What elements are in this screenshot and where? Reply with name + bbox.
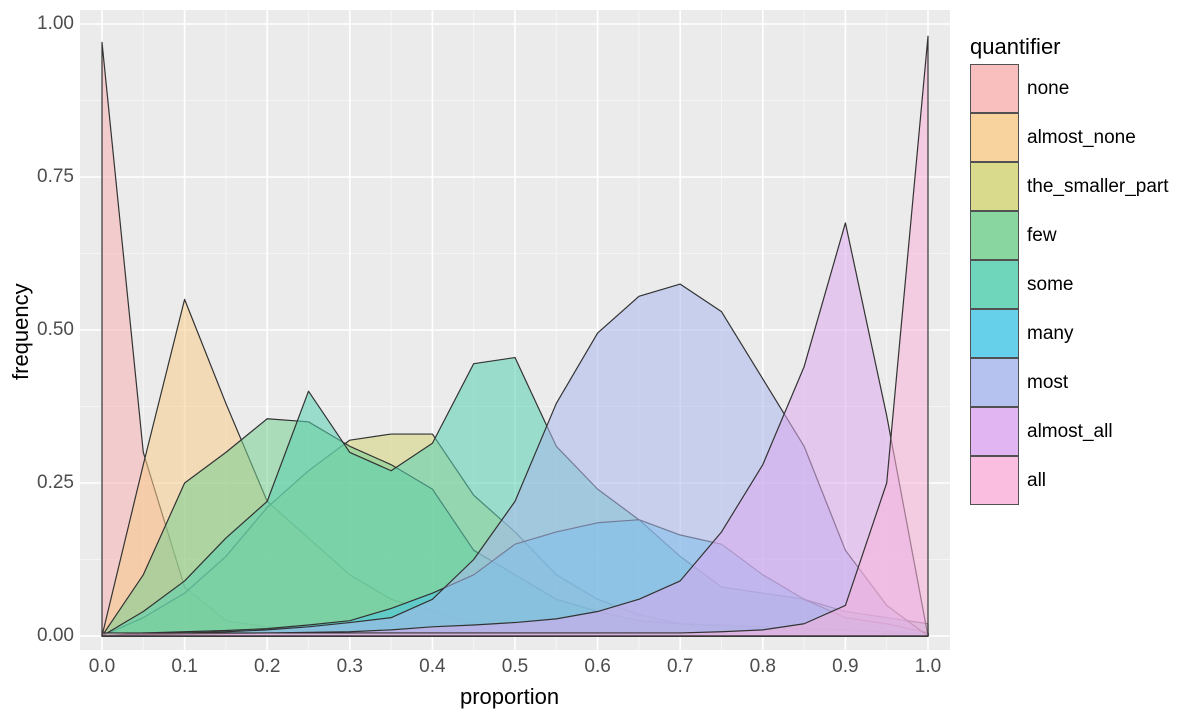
- legend-swatch: [970, 162, 1019, 211]
- x-tick-label: 0.1: [169, 656, 201, 678]
- legend-label: all: [1027, 470, 1046, 492]
- legend-label: almost_all: [1027, 421, 1113, 443]
- legend-label: the_smaller_part: [1027, 176, 1169, 198]
- x-tick-label: 0.7: [664, 656, 696, 678]
- legend-label: many: [1027, 323, 1073, 345]
- x-axis-title: proportion: [460, 684, 559, 710]
- legend-label: few: [1027, 225, 1057, 247]
- x-tick-label: 0.2: [251, 656, 283, 678]
- legend-item-almost_none: almost_none: [970, 113, 1136, 162]
- legend-swatch: [970, 407, 1019, 456]
- legend-label: most: [1027, 372, 1068, 394]
- legend-label: none: [1027, 78, 1069, 100]
- legend-swatch: [970, 309, 1019, 358]
- y-tick-label: 0.50: [37, 319, 74, 341]
- y-axis-title: frequency: [8, 283, 34, 380]
- x-tick-label: 0.4: [416, 656, 448, 678]
- y-tick-label: 0.25: [37, 472, 74, 494]
- x-tick-label: 0.9: [829, 656, 861, 678]
- legend-item-few: few: [970, 211, 1057, 260]
- legend-item-the_smaller_part: the_smaller_part: [970, 162, 1169, 211]
- x-tick-label: 0.5: [499, 656, 531, 678]
- legend-swatch: [970, 358, 1019, 407]
- legend-item-some: some: [970, 260, 1073, 309]
- x-tick-label: 0.6: [582, 656, 614, 678]
- y-tick-label: 1.00: [37, 13, 74, 35]
- legend-item-most: most: [970, 358, 1068, 407]
- x-tick-label: 1.0: [912, 656, 944, 678]
- x-tick-label: 0.3: [334, 656, 366, 678]
- legend-swatch: [970, 113, 1019, 162]
- quantifier-frequency-chart: proportion frequency quantifier 0.0 0.1 0.…: [0, 0, 1200, 723]
- legend-label: almost_none: [1027, 127, 1136, 149]
- legend-swatch: [970, 260, 1019, 309]
- y-tick-label: 0.75: [37, 166, 74, 188]
- y-tick-label: 0.00: [37, 625, 74, 647]
- legend-label: some: [1027, 274, 1073, 296]
- legend-title: quantifier: [970, 34, 1061, 60]
- legend-item-many: many: [970, 309, 1073, 358]
- legend-swatch: [970, 211, 1019, 260]
- legend-swatch: [970, 64, 1019, 113]
- x-tick-label: 0.8: [747, 656, 779, 678]
- x-tick-label: 0.0: [86, 656, 118, 678]
- legend-item-almost_all: almost_all: [970, 407, 1113, 456]
- legend-swatch: [970, 456, 1019, 505]
- legend-item-none: none: [970, 64, 1069, 113]
- legend-item-all: all: [970, 456, 1046, 505]
